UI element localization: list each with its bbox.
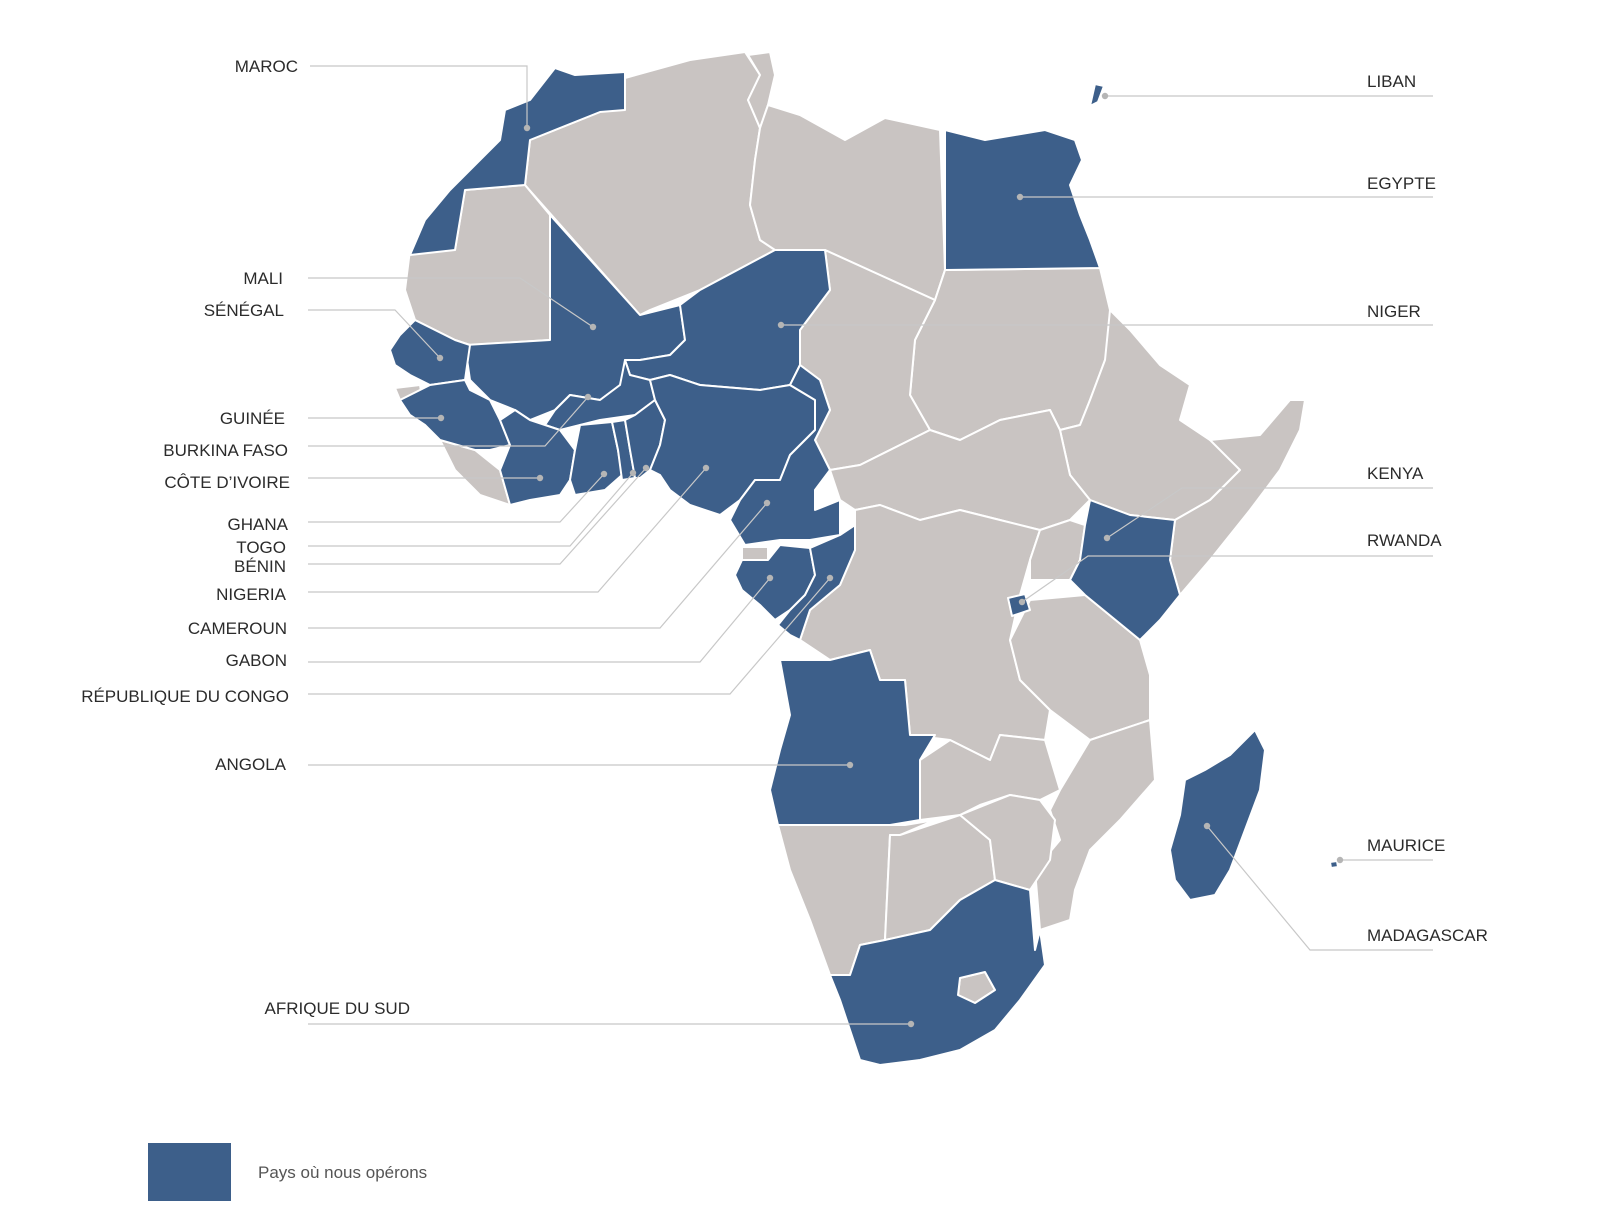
country-somalia xyxy=(1169,399,1306,596)
label-congo: RÉPUBLIQUE DU CONGO xyxy=(81,687,289,706)
country-senegal xyxy=(389,319,471,386)
country-egypt xyxy=(944,129,1101,271)
country-congo xyxy=(777,524,856,641)
country-labels: MAROC MALI SÉNÉGAL GUINÉE BURKINA FASO C… xyxy=(81,57,1488,1018)
leader-lines xyxy=(308,65,1433,1028)
label-benin: BÉNIN xyxy=(234,557,286,576)
country-lebanon xyxy=(1089,83,1105,107)
country-rwanda xyxy=(1007,593,1031,617)
country-mauritania xyxy=(404,184,551,346)
label-togo: TOGO xyxy=(236,538,286,557)
label-maurice: MAURICE xyxy=(1367,836,1445,855)
label-maroc: MAROC xyxy=(235,57,298,76)
label-mali: MALI xyxy=(243,269,283,288)
label-ghana: GHANA xyxy=(228,515,289,534)
label-burkina: BURKINA FASO xyxy=(163,441,288,460)
label-madagascar: MADAGASCAR xyxy=(1367,926,1488,945)
country-mauritius xyxy=(1329,860,1339,869)
other-countries xyxy=(394,51,1306,1004)
country-zimbabwe xyxy=(959,794,1056,891)
label-gabon: GABON xyxy=(226,651,287,670)
label-rwanda: RWANDA xyxy=(1367,531,1442,550)
legend-label: Pays où nous opérons xyxy=(258,1163,428,1182)
label-egypte: EGYPTE xyxy=(1367,174,1436,193)
label-angola: ANGOLA xyxy=(215,755,287,774)
label-nigeria: NIGERIA xyxy=(216,585,287,604)
country-madagascar xyxy=(1169,729,1266,901)
label-afrique-sud: AFRIQUE DU SUD xyxy=(265,999,410,1018)
label-kenya: KENYA xyxy=(1367,464,1424,483)
country-cameroon xyxy=(729,364,841,546)
operated-countries xyxy=(389,67,1339,1066)
label-guinee: GUINÉE xyxy=(220,409,285,428)
country-eq-guinea xyxy=(741,546,769,561)
label-niger: NIGER xyxy=(1367,302,1421,321)
country-morocco xyxy=(409,67,626,256)
country-angola xyxy=(769,649,936,826)
label-cote: CÔTE D’IVOIRE xyxy=(164,473,290,492)
label-cameroun: CAMEROUN xyxy=(188,619,287,638)
label-liban: LIBAN xyxy=(1367,72,1416,91)
country-kenya xyxy=(1069,499,1181,641)
country-mozambique xyxy=(1034,719,1156,931)
legend-swatch xyxy=(148,1143,231,1201)
country-south-africa xyxy=(829,879,1046,1066)
label-senegal: SÉNÉGAL xyxy=(204,301,284,320)
